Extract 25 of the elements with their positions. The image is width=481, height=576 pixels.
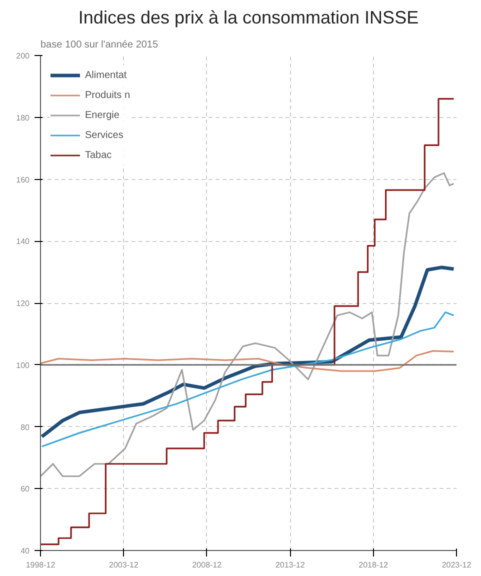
legend-label: Tabac [85, 150, 112, 160]
legend-label: Alimentat [85, 70, 127, 80]
y-tick-label: 140 [16, 237, 30, 246]
y-tick-label: 80 [20, 422, 30, 432]
line-series [40, 172, 455, 478]
x-tick-label: 2018-12 [358, 560, 389, 570]
text: base 100 sur l'année 2015 [40, 40, 158, 50]
x-tick-label: 1998-12 [26, 560, 56, 570]
legend-label: Energie [85, 110, 120, 120]
y-tick-label: 120 [16, 299, 30, 308]
y-tick-label: 60 [20, 484, 30, 494]
line-series [40, 350, 455, 372]
x-tick-label: 2003-12 [109, 560, 139, 570]
y-tick-label: 100 [16, 360, 30, 370]
line-series [41, 311, 455, 448]
y-tick-label: 160 [16, 175, 30, 184]
x-tick-label: 2008-12 [192, 560, 222, 570]
legend-label: Services [85, 130, 124, 140]
x-tick-label: 2013-12 [275, 560, 306, 570]
x-tick-label: 2023-12 [442, 560, 472, 570]
y-tick-label: 200 [16, 52, 30, 60]
y-tick-label: 40 [20, 546, 30, 556]
chart-title: Indices des prix à la consommation INSSE [78, 8, 419, 28]
y-tick-label: 180 [16, 113, 30, 122]
legend-label: Produits n [85, 90, 130, 100]
